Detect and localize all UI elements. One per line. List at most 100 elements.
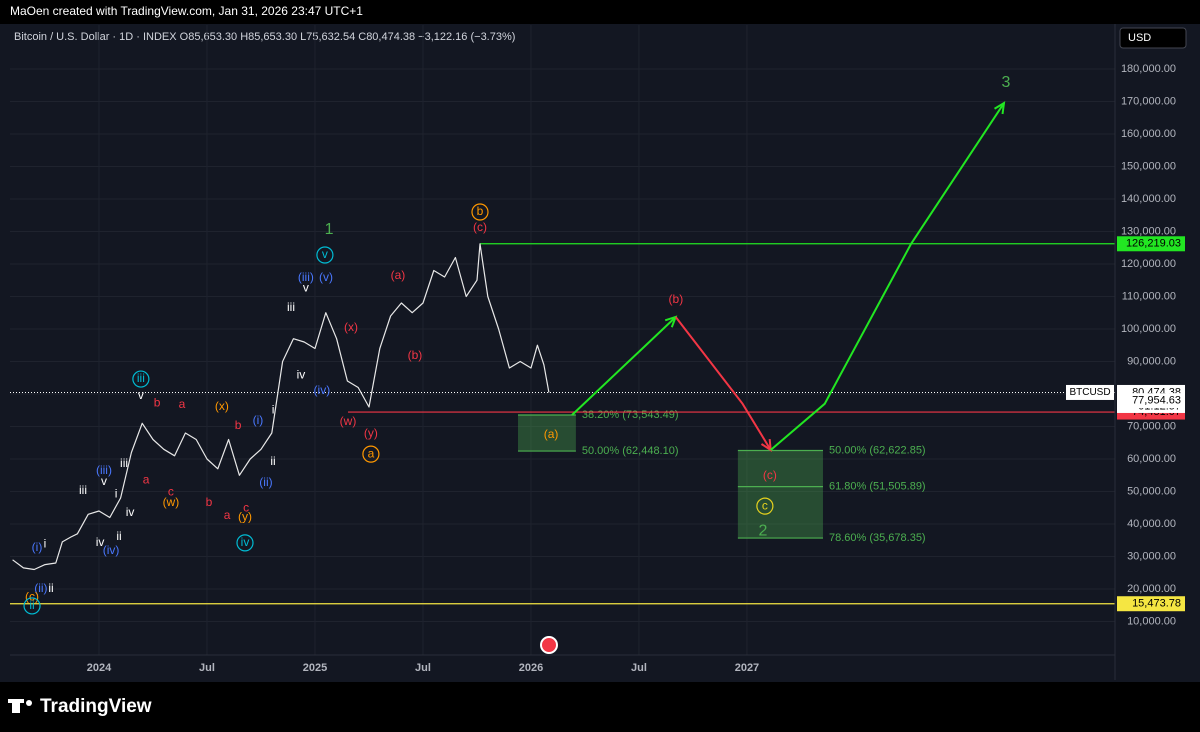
wave-label: b	[154, 395, 161, 409]
y-tick-label: 30,000.00	[1127, 550, 1176, 562]
logo: TradingView	[40, 696, 152, 717]
wave-label: (c)	[763, 468, 777, 482]
wave-label: v	[303, 281, 309, 295]
wave-circle	[756, 497, 774, 515]
y-tick-label: 20,000.00	[1127, 583, 1176, 595]
x-tick-label: 2026	[519, 662, 543, 674]
price-tag-label: 15,473.78	[1132, 598, 1181, 610]
x-tick-label: 2027	[735, 662, 759, 674]
wave-label: 1	[325, 221, 334, 238]
wave-label: (i)	[253, 413, 264, 427]
fib-zone	[737, 450, 823, 539]
price-tag-label: 126,219.03	[1126, 238, 1181, 250]
y-tick-label: 160,000.00	[1121, 128, 1176, 140]
y-tick-label: 90,000.00	[1127, 355, 1176, 367]
logo-mark	[26, 700, 32, 706]
symbol-legend: Bitcoin / U.S. Dollar · 1D · INDEX O85,6…	[14, 31, 515, 43]
wave-label: (v)	[319, 270, 333, 284]
wave-label: a	[368, 446, 375, 460]
wave-label: (a)	[391, 268, 406, 282]
y-tick-label: 100,000.00	[1121, 323, 1176, 335]
top-bar	[0, 0, 1200, 24]
wave-label: (iii)	[96, 463, 112, 477]
wave-label: c	[762, 498, 768, 512]
y-tick-label: 10,000.00	[1127, 615, 1176, 627]
wave-label: iv	[96, 535, 105, 549]
arrowhead	[664, 315, 678, 328]
wave-label: 3	[1001, 74, 1010, 91]
wave-label: v	[101, 474, 107, 488]
bottom-bar	[0, 682, 1200, 732]
wave-circle	[132, 370, 150, 388]
wave-label: iii	[137, 371, 145, 385]
projection-line	[571, 316, 677, 416]
wave-label: (iii)	[298, 270, 314, 284]
wave-label: b	[235, 418, 242, 432]
wave-label: i	[272, 402, 275, 416]
price-tag	[1117, 596, 1185, 612]
wave-label: (iv)	[314, 383, 331, 397]
wave-circle	[23, 597, 41, 615]
y-tick-label: 140,000.00	[1121, 193, 1176, 205]
wave-label: (b)	[669, 292, 684, 306]
arrowhead	[994, 101, 1006, 115]
currency: USD	[1128, 32, 1151, 44]
wave-label: 2	[758, 522, 767, 539]
wave-label: ii	[116, 529, 121, 543]
price-tag	[1117, 393, 1185, 409]
wave-circle	[471, 203, 489, 221]
wave-label: (b)	[408, 348, 423, 362]
fib-label: 61.80% (51,505.89)	[829, 481, 926, 493]
y-tick-label: 130,000.00	[1121, 225, 1176, 237]
wave-label: (iv)	[103, 543, 120, 557]
projection-line	[674, 316, 772, 451]
wave-label: iii	[79, 483, 87, 497]
y-tick-label: 110,000.00	[1122, 290, 1176, 302]
wave-label: iv	[126, 505, 135, 519]
wave-label: (y)	[238, 509, 252, 523]
fib-label: 38.20% (73,543.49)	[582, 409, 679, 421]
wave-label: (a)	[544, 427, 559, 441]
wave-label: a	[143, 472, 150, 486]
y-tick-label: 150,000.00	[1121, 160, 1176, 172]
wave-label: (w)	[340, 414, 357, 428]
wave-circle	[362, 445, 380, 463]
wave-label: (x)	[344, 320, 358, 334]
currency-button[interactable]	[1119, 27, 1187, 49]
wave-label: i	[115, 486, 118, 500]
wave-label: i	[44, 536, 47, 550]
logo-mark	[8, 699, 24, 703]
wave-label: b	[206, 495, 213, 509]
y-tick-label: 180,000.00	[1121, 63, 1176, 75]
overlay: 38.20% (73,543.49) 50.00% (62,448.10) 50.0…	[10, 25, 1115, 655]
wave-label: ii	[270, 454, 275, 468]
wave-label: v	[138, 388, 144, 402]
symbol-tag-label: BTCUSD	[1069, 387, 1110, 398]
wave-label: ii	[48, 581, 53, 595]
wave-label: (x)	[215, 399, 229, 413]
wave-label: ii	[29, 598, 34, 612]
price-tag-label: 77,954.63	[1132, 395, 1181, 407]
logo-mark	[12, 699, 20, 713]
wave-label: (i)	[32, 540, 43, 554]
y-tick-label: 170,000.00	[1121, 95, 1176, 107]
wave-label: v	[322, 247, 328, 261]
y-tick-label: 60,000.00	[1127, 453, 1176, 465]
fib-label: 50.00% (62,448.10)	[582, 445, 679, 457]
projection-line	[770, 102, 1005, 451]
x-tick-label: Jul	[199, 662, 215, 674]
wave-circle	[236, 534, 254, 552]
x-tick-label: 2024	[87, 662, 112, 674]
y-tick-label: 40,000.00	[1127, 518, 1176, 530]
event-icon[interactable]	[540, 636, 558, 654]
price-tag	[1117, 236, 1185, 252]
wave-label: c	[168, 484, 174, 498]
wave-label: iii	[287, 300, 295, 314]
wave-label: (c)	[25, 589, 39, 603]
fib-zone	[518, 414, 576, 452]
wave-label: b	[477, 204, 484, 218]
wave-label: iii	[120, 456, 128, 470]
